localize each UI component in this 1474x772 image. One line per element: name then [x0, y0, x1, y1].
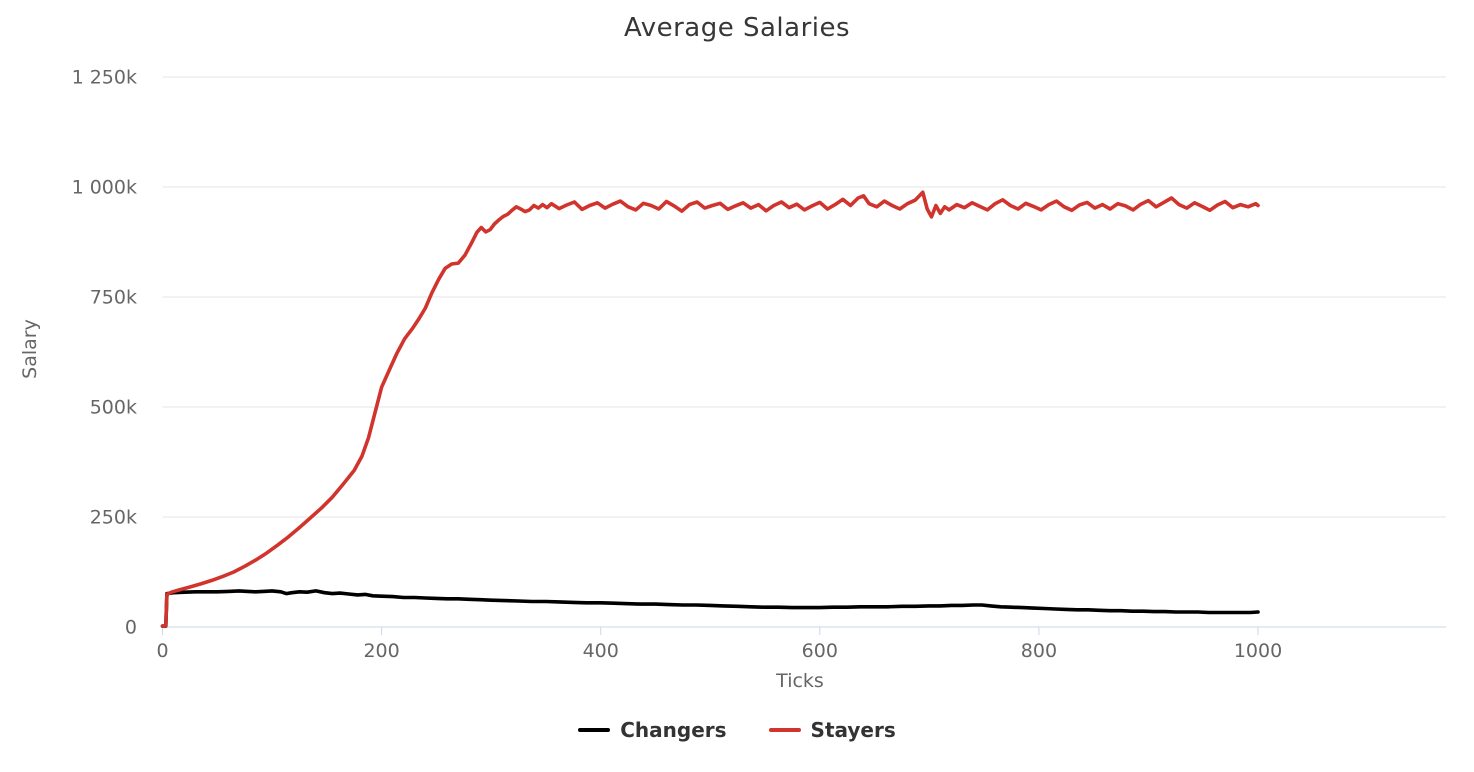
- x-axis-label: 1000: [1234, 640, 1282, 662]
- x-axis-label: 0: [156, 640, 168, 662]
- legend-label: Changers: [620, 718, 727, 742]
- x-axis-label: 200: [363, 640, 399, 662]
- series-line-changers[interactable]: [160, 589, 1260, 628]
- y-axis-label: 250k: [90, 507, 137, 529]
- chart-title: Average Salaries: [623, 13, 851, 43]
- y-axis-label: 1 250k: [72, 67, 137, 89]
- legend: Changers Stayers: [0, 714, 1474, 746]
- x-axis-label: 400: [583, 640, 619, 662]
- legend-item-changers[interactable]: Changers: [578, 718, 727, 742]
- y-axis-label: 750k: [90, 287, 137, 309]
- y-axis-label: 500k: [90, 397, 137, 419]
- x-axis-label: 800: [1021, 640, 1057, 662]
- x-axis-label: 600: [802, 640, 838, 662]
- legend-swatch-stayers: [768, 728, 801, 732]
- legend-swatch-changers: [578, 728, 611, 732]
- series-line-stayers[interactable]: [160, 190, 1260, 628]
- x-axis-title: Ticks: [776, 670, 824, 692]
- y-axis-label: 0: [125, 617, 137, 639]
- y-axis-label: 1 000k: [72, 177, 137, 199]
- legend-item-stayers[interactable]: Stayers: [768, 718, 896, 742]
- legend-label: Stayers: [810, 718, 896, 742]
